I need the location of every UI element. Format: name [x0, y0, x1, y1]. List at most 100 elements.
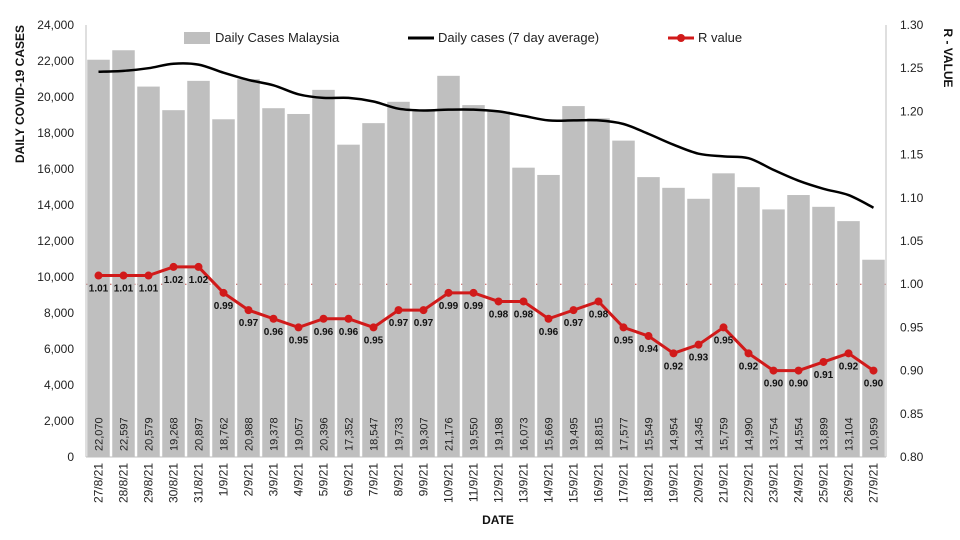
- bar: [362, 123, 385, 458]
- x-tick-label: 20/9/21: [692, 463, 706, 503]
- bar-value-label: 18,815: [594, 417, 606, 451]
- bar-value-label: 15,759: [719, 417, 731, 451]
- r-value-label: 0.91: [814, 370, 834, 381]
- r-value-marker: [794, 366, 803, 375]
- bar-value-label: 15,549: [644, 417, 656, 451]
- r-value-marker: [394, 306, 403, 315]
- bar-value-label: 10,959: [869, 417, 881, 451]
- y2-tick-label: 1.15: [900, 148, 924, 162]
- x-tick-label: 31/8/21: [192, 463, 206, 503]
- x-tick-label: 4/9/21: [292, 463, 306, 497]
- r-value-marker: [344, 314, 353, 323]
- average-line-layer: [98, 62, 875, 209]
- bar: [412, 109, 435, 457]
- bar: [862, 259, 885, 457]
- r-value-layer: 1.01 1.01 1.01 1.02 1.02 0.99 0.97 0.96 0.95 0.96…: [89, 262, 884, 390]
- y-tick-label: 10,000: [37, 270, 74, 284]
- r-value-label: 1.01: [89, 284, 109, 295]
- r-value-label: 0.96: [539, 327, 559, 338]
- y-axis-title: DAILY COVID-19 CASES: [13, 25, 27, 163]
- r-value-marker: [319, 314, 328, 323]
- y2-tick-label: 0.80: [900, 450, 924, 464]
- x-tick-label: 25/9/21: [817, 463, 831, 503]
- bar-value-label: 19,378: [269, 417, 281, 451]
- bar: [562, 106, 585, 457]
- bar: [287, 113, 310, 457]
- y-tick-label: 4,000: [44, 378, 74, 392]
- x-tick-label: 1/9/21: [217, 463, 231, 497]
- r-value-marker: [644, 332, 653, 341]
- y-tick-label: 6,000: [44, 342, 74, 356]
- r-value-label: 0.90: [764, 379, 784, 390]
- r-value-marker: [869, 366, 878, 375]
- bar: [487, 111, 510, 457]
- r-value-label: 0.99: [464, 301, 484, 312]
- y-tick-label: 22,000: [37, 54, 74, 68]
- x-tick-label: 19/9/21: [667, 463, 681, 503]
- x-tick-label: 17/9/21: [617, 463, 631, 503]
- bar: [687, 198, 710, 458]
- r-value-label: 0.97: [389, 318, 409, 329]
- y2-tick-label: 1.00: [900, 277, 924, 291]
- bar-value-label: 19,307: [419, 417, 431, 451]
- y-tick-label: 2,000: [44, 414, 74, 428]
- r-value-label: 0.99: [439, 301, 459, 312]
- bar-value-label: 16,073: [519, 417, 531, 451]
- bar: [87, 59, 110, 458]
- y-tick-label: 18,000: [37, 126, 74, 140]
- bar-value-label: 22,070: [94, 417, 106, 451]
- x-tick-label: 6/9/21: [342, 463, 356, 497]
- r-value-marker: [844, 349, 853, 358]
- x-tick-label: 23/9/21: [767, 463, 781, 503]
- legend-label: Daily Cases Malaysia: [215, 30, 340, 45]
- x-tick-label: 28/8/21: [117, 463, 131, 503]
- bar-value-label: 14,345: [694, 417, 706, 451]
- y-tick-label: 0: [67, 450, 74, 464]
- y2-tick-label: 1.10: [900, 191, 924, 205]
- y-tick-label: 24,000: [37, 18, 74, 32]
- y2-tick-label: 1.25: [900, 61, 924, 75]
- r-value-marker: [769, 366, 778, 375]
- x-tick-label: 30/8/21: [167, 463, 181, 503]
- bar-value-label: 15,669: [544, 417, 556, 451]
- r-value-label: 0.95: [714, 335, 734, 346]
- r-value-marker: [419, 306, 428, 315]
- r-value-label: 0.92: [664, 361, 684, 372]
- x-tick-label: 7/9/21: [367, 463, 381, 497]
- y-tick-label: 12,000: [37, 234, 74, 248]
- x-axis-title: DATE: [482, 513, 514, 527]
- bar-value-label: 19,495: [569, 417, 581, 451]
- x-tick-label: 11/9/21: [467, 463, 481, 502]
- bar: [712, 173, 735, 457]
- y-tick-label: 16,000: [37, 162, 74, 176]
- bar: [637, 177, 660, 458]
- r-value-marker: [144, 271, 153, 280]
- r-value-marker: [719, 323, 728, 332]
- r-value-label: 0.92: [839, 361, 859, 372]
- r-value-marker: [169, 262, 178, 271]
- r-value-label: 0.90: [789, 379, 809, 390]
- r-value-label: 0.92: [739, 361, 759, 372]
- bar-value-label: 19,198: [494, 417, 506, 451]
- r-value-line: [98, 265, 875, 373]
- x-tick-label: 24/9/21: [792, 463, 806, 503]
- r-value-label: 0.95: [289, 335, 309, 346]
- r-value-label: 1.01: [139, 284, 159, 295]
- r-value-marker: [594, 297, 603, 306]
- x-tick-label: 26/9/21: [842, 463, 856, 503]
- y-tick-label: 14,000: [37, 198, 74, 212]
- bar: [387, 101, 410, 457]
- r-value-label: 0.94: [639, 344, 659, 355]
- bar-value-label: 19,733: [394, 417, 406, 451]
- r-value-label: 0.97: [414, 318, 434, 329]
- bar: [737, 187, 760, 457]
- bar: [512, 167, 535, 457]
- r-value-marker: [444, 288, 453, 297]
- legend: Daily Cases Malaysia Daily cases (7 day a…: [184, 30, 742, 45]
- x-tick-label: 15/9/21: [567, 463, 581, 503]
- r-value-marker: [569, 306, 578, 315]
- y2-tick-label: 1.20: [900, 104, 924, 118]
- x-tick-label: 16/9/21: [592, 463, 606, 503]
- bar: [162, 110, 185, 458]
- x-tick-label: 8/9/21: [392, 463, 406, 497]
